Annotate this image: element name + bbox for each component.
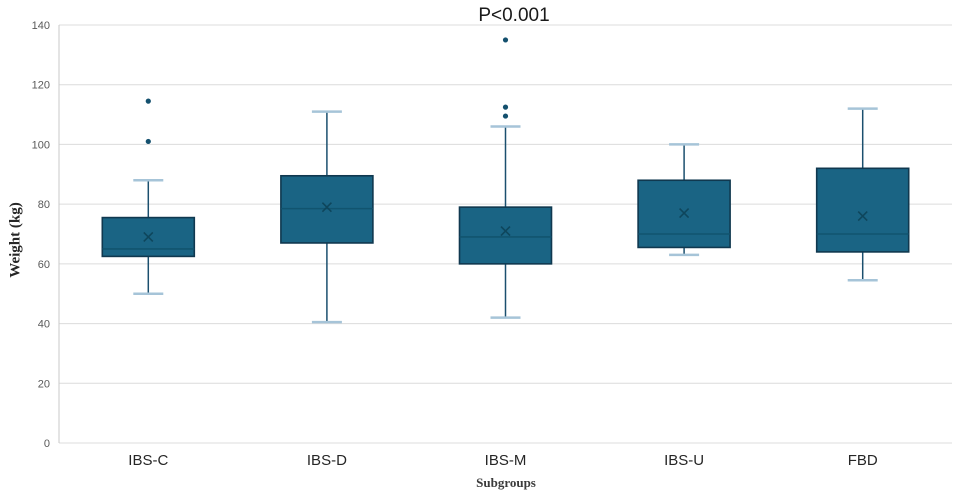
y-axis-title: Weight (kg) <box>7 202 24 278</box>
y-tick-label: 40 <box>38 319 50 331</box>
mean-marker <box>857 211 868 222</box>
outlier-point <box>145 138 151 145</box>
x-category-label-IBS-U: IBS-U <box>664 452 704 469</box>
box-IBS-U <box>637 179 731 249</box>
mean-marker <box>321 202 332 213</box>
y-tick-label: 60 <box>38 259 50 271</box>
outlier-point <box>502 104 509 110</box>
box-FBD <box>815 167 910 253</box>
mean-marker <box>679 208 690 219</box>
y-tick-label: 0 <box>44 438 50 450</box>
x-axis-title: Subgroups <box>476 475 536 490</box>
outlier-point <box>145 98 151 104</box>
mean-marker <box>143 231 154 243</box>
outlier-point <box>502 113 509 119</box>
mean-marker <box>500 225 511 237</box>
x-category-label-FBD: FBD <box>848 452 878 469</box>
y-tick-label: 120 <box>32 80 50 92</box>
y-tick-label: 20 <box>38 378 50 390</box>
y-tick-label: 140 <box>32 20 50 32</box>
box-IBS-M <box>458 206 553 265</box>
y-tick-label: 100 <box>32 139 50 151</box>
x-category-label-IBS-D: IBS-D <box>307 452 347 469</box>
p-value-annotation: P<0.001 <box>478 5 550 26</box>
x-category-label-IBS-M: IBS-M <box>485 452 527 469</box>
y-tick-label: 80 <box>38 199 50 211</box>
x-category-label-IBS-C: IBS-C <box>128 452 168 469</box>
outlier-point <box>502 37 509 43</box>
